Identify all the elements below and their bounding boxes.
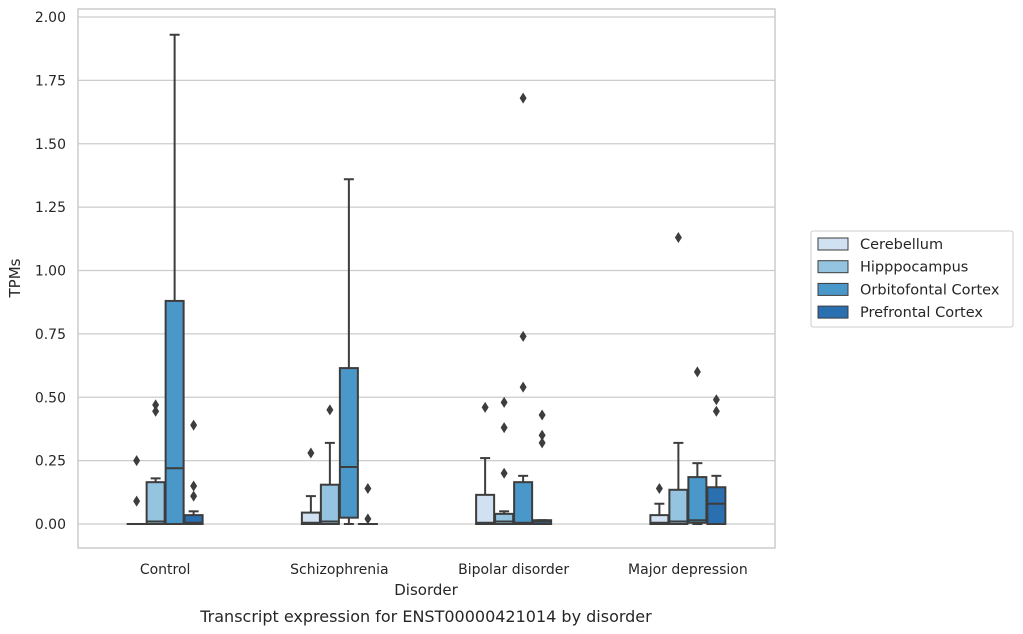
box <box>338 178 359 525</box>
y-tick-label: 1.25 <box>35 200 66 216</box>
outlier-point <box>481 401 489 413</box>
outlier-point <box>693 366 701 378</box>
x-tick-label: Schizophrenia <box>290 562 388 578</box>
legend-item: Prefrontal Cortex <box>817 305 983 321</box>
outlier-point <box>538 409 546 421</box>
legend-label: Orbitofontal Cortex <box>860 282 1000 298</box>
outlier-point <box>364 513 372 525</box>
outlier-point <box>712 405 720 417</box>
y-tick-label: 1.00 <box>35 264 66 280</box>
legend-frame <box>810 230 1014 328</box>
outlier-point <box>655 483 663 495</box>
y-tick-labels: 0.00 0.25 0.50 0.75 1.00 1.25 1.50 1.75 2.00 <box>35 10 66 533</box>
y-tick-label: 0.25 <box>35 454 66 470</box>
box <box>300 447 321 526</box>
box-iqr <box>338 367 359 519</box>
x-axis-label: Disorder <box>394 581 458 599</box>
y-tick-label: 0.75 <box>35 327 66 343</box>
outlier-point <box>538 429 546 441</box>
outlier-point <box>133 495 141 507</box>
outlier-point <box>307 447 315 459</box>
box <box>126 455 147 526</box>
outlier-point <box>133 455 141 467</box>
y-tick-label: 1.75 <box>35 73 66 89</box>
legend-item: Hipppocampus <box>817 260 968 276</box>
outlier-point <box>500 467 508 479</box>
box <box>494 396 515 525</box>
outlier-point <box>674 232 682 244</box>
box-iqr <box>183 514 204 526</box>
box-iqr <box>475 493 496 526</box>
legend-swatch <box>817 305 849 319</box>
box <box>513 92 534 525</box>
outlier-point <box>500 422 508 434</box>
legend: Cerebellum Hipppocampus Orbitofontal Corte… <box>810 230 1014 328</box>
box <box>183 419 204 526</box>
legend-swatch <box>817 282 849 296</box>
y-tick-label: 0.50 <box>35 390 66 406</box>
legend-item: Orbitofontal Cortex <box>817 282 1000 298</box>
y-tick-label: 0.00 <box>35 517 66 533</box>
outlier-point <box>500 396 508 408</box>
box <box>687 366 708 525</box>
box <box>164 33 185 526</box>
legend-label: Cerebellum <box>860 237 943 253</box>
chart-caption: Transcript expression for ENST0000042101… <box>199 607 652 626</box>
box <box>357 483 378 526</box>
y-tick-label: 1.50 <box>35 137 66 153</box>
legend-swatch <box>817 260 849 274</box>
legend-label: Prefrontal Cortex <box>860 305 983 321</box>
outlier-point <box>190 490 198 502</box>
box-iqr <box>513 481 534 525</box>
box <box>319 404 340 525</box>
x-tick-label: Control <box>140 562 191 578</box>
outlier-point <box>152 405 160 417</box>
box-iqr <box>687 476 708 524</box>
gridlines <box>78 16 775 525</box>
box <box>532 409 553 526</box>
legend-swatch <box>817 237 849 251</box>
box-iqr <box>145 481 166 525</box>
outlier-point <box>326 404 334 416</box>
x-tick-label: Bipolar disorder <box>458 562 569 578</box>
box <box>706 394 727 525</box>
box-iqr <box>706 486 727 525</box>
box-iqr <box>668 488 689 525</box>
x-tick-labels: Control Schizophrenia Bipolar disorder Majo… <box>140 562 748 578</box>
box-iqr <box>494 512 515 525</box>
outlier-point <box>519 381 527 393</box>
legend-item: Cerebellum <box>817 237 943 253</box>
plot-area-frame <box>77 8 776 549</box>
box-iqr <box>164 299 185 526</box>
box <box>668 232 689 525</box>
legend-label: Hipppocampus <box>860 260 968 276</box>
box <box>649 483 670 526</box>
box-series <box>126 33 727 526</box>
box <box>475 401 496 526</box>
outlier-point <box>364 483 372 495</box>
outlier-point <box>712 394 720 406</box>
outlier-point <box>190 419 198 431</box>
outlier-point <box>519 330 527 342</box>
box-iqr <box>319 483 340 525</box>
x-tick-label: Major depression <box>628 562 748 578</box>
outlier-point <box>190 480 198 492</box>
outlier-point <box>538 437 546 449</box>
box <box>145 399 166 525</box>
outlier-point <box>519 92 527 104</box>
outlier-point <box>152 399 160 411</box>
y-tick-label: 2.00 <box>35 10 66 26</box>
y-axis-label: TPMs <box>6 258 24 298</box>
